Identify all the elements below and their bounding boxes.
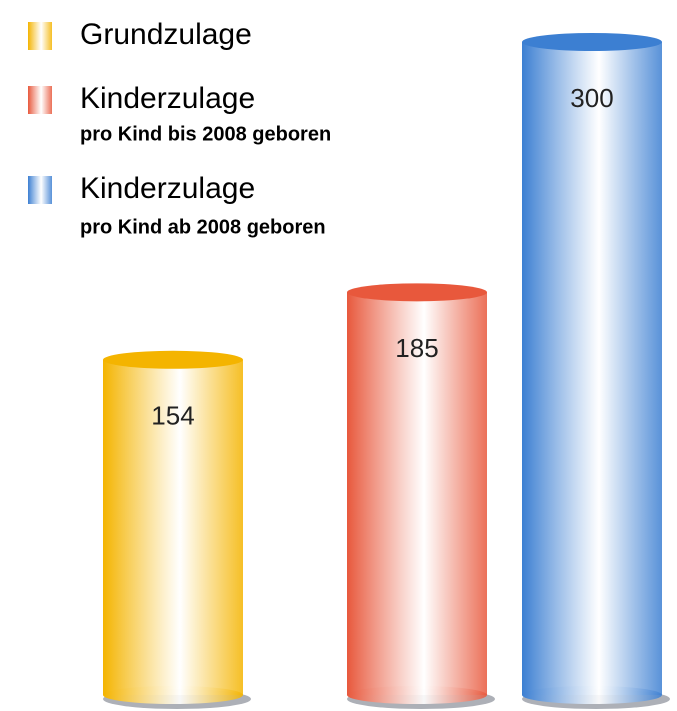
legend-swatch [28, 22, 52, 50]
legend-name: Kinderzulage [80, 172, 255, 205]
bar-cap [347, 283, 487, 302]
bar-cap [522, 33, 662, 51]
value-label: 300 [570, 83, 613, 113]
bar-cap [103, 350, 243, 369]
legend-subtitle: pro Kind bis 2008 geboren [80, 123, 331, 145]
legend-name: Grundzulage [80, 18, 252, 51]
value-label: 185 [395, 333, 438, 363]
legend-swatch [28, 176, 52, 204]
bar [103, 359, 243, 695]
legend-subtitle: pro Kind ab 2008 geboren [80, 216, 326, 238]
value-label: 154 [151, 401, 194, 431]
legend-swatch [28, 86, 52, 114]
legend-name: Kinderzulage [80, 82, 255, 115]
bar [347, 292, 487, 695]
bar [522, 42, 662, 695]
